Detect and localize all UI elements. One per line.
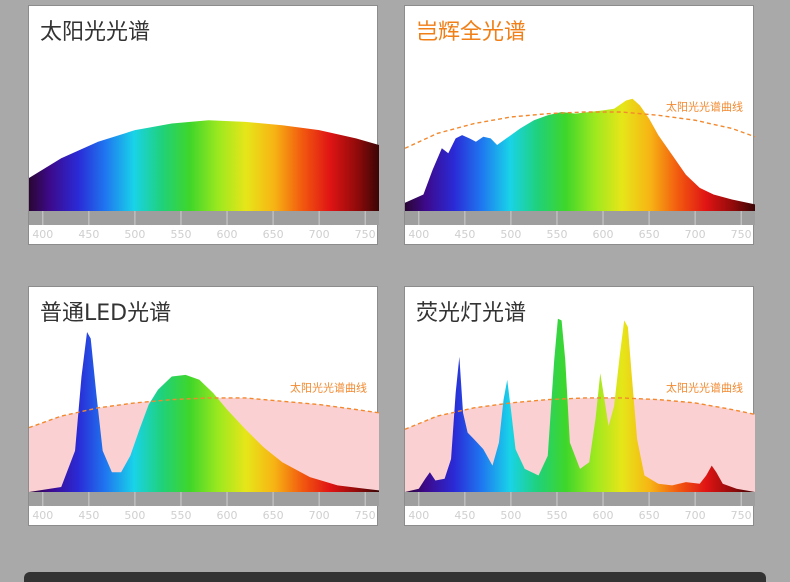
reference-line	[405, 111, 755, 149]
x-tick-label: 500	[124, 228, 145, 241]
x-tick-label: 700	[685, 509, 706, 522]
reference-label: 太阳光光谱曲线	[666, 381, 743, 395]
x-tick-label: 400	[408, 228, 429, 241]
x-tick-label: 750	[731, 228, 752, 241]
chart-full-spectrum: 太阳光光谱曲线 400 450 500 550 600 650 700 750	[405, 98, 755, 241]
x-tick-label: 550	[170, 509, 191, 522]
x-tick-label: 600	[593, 509, 614, 522]
spectrum-area	[405, 98, 755, 211]
panel-led-spectrum: 普通LED光谱 太阳光光谱曲线 400 450 500 550 600 650 700 750	[28, 286, 379, 526]
reference-line	[405, 397, 755, 430]
spectrum-area	[29, 120, 379, 211]
x-tick-label: 600	[593, 228, 614, 241]
x-tick-label: 500	[124, 509, 145, 522]
panel-title: 荧光灯光谱	[416, 301, 527, 326]
panel-title: 普通LED光谱	[40, 301, 172, 326]
x-tick-label: 650	[639, 228, 660, 241]
x-tick-label: 400	[32, 509, 53, 522]
chart-sunlight: 400 450 500 550 600 650 700 750	[29, 120, 379, 241]
x-tick-label: 400	[32, 228, 53, 241]
panel-full-spectrum: 岂辉全光谱 太阳光光谱曲线 400 450 500 550 600 650 700 750	[404, 5, 755, 245]
x-tick-label: 650	[263, 228, 284, 241]
chart-fluorescent: 太阳光光谱曲线 400 450 500 550 600 650 700 750	[405, 318, 755, 522]
panel-title: 岂辉全光谱	[416, 20, 527, 45]
reference-label: 太阳光光谱曲线	[666, 100, 743, 114]
x-tick-label: 650	[263, 509, 284, 522]
reference-label: 太阳光光谱曲线	[290, 381, 367, 395]
x-tick-label: 750	[731, 509, 752, 522]
x-tick-label: 600	[217, 509, 238, 522]
panel-fluorescent-spectrum: 荧光灯光谱 太阳光光谱曲线 400 450 500 550 600 650 700 750	[404, 286, 755, 526]
x-tick-label: 500	[500, 509, 521, 522]
axis-band	[29, 211, 379, 225]
x-tick-label: 550	[170, 228, 191, 241]
x-tick-label: 550	[546, 509, 567, 522]
axis-band	[405, 211, 755, 225]
chart-led: 太阳光光谱曲线 400 450 500 550 600 650 700 750	[29, 331, 379, 522]
x-tick-label: 750	[355, 228, 376, 241]
x-tick-label: 450	[78, 509, 99, 522]
bottom-bar	[24, 572, 766, 582]
axis-band	[29, 492, 379, 506]
x-tick-label: 450	[78, 228, 99, 241]
x-tick-label: 600	[217, 228, 238, 241]
x-tick-label: 500	[500, 228, 521, 241]
x-tick-label: 400	[408, 509, 429, 522]
x-tick-label: 650	[639, 509, 660, 522]
panel-sunlight-spectrum: 太阳光光谱 400 450 500 550 600 650 700 750	[28, 5, 379, 245]
x-tick-label: 550	[546, 228, 567, 241]
x-tick-label: 700	[685, 228, 706, 241]
x-tick-label: 750	[355, 509, 376, 522]
x-tick-label: 700	[309, 228, 330, 241]
spectrum-area	[29, 331, 379, 492]
x-tick-label: 450	[454, 509, 475, 522]
reference-line	[29, 397, 379, 429]
axis-band	[405, 492, 755, 506]
panel-title: 太阳光光谱	[40, 20, 151, 45]
x-tick-label: 450	[454, 228, 475, 241]
x-tick-label: 700	[309, 509, 330, 522]
